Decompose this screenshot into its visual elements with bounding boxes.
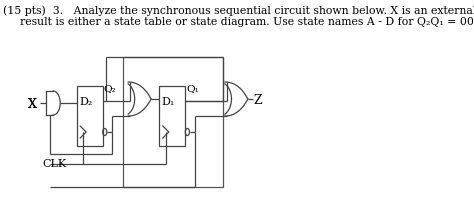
Bar bbox=[77, 87, 103, 146]
Text: CLK: CLK bbox=[43, 158, 67, 168]
Text: D₁: D₁ bbox=[162, 97, 175, 106]
Text: (15 pts)  3.   Analyze the synchronous sequential circuit shown below. X is an e: (15 pts) 3. Analyze the synchronous sequ… bbox=[3, 5, 474, 16]
Text: result is either a state table or state diagram. Use state names A - D for Q₂Q₁ : result is either a state table or state … bbox=[20, 17, 474, 27]
Text: X: X bbox=[28, 97, 37, 110]
Bar bbox=[159, 87, 185, 146]
Text: X: X bbox=[28, 97, 37, 110]
Text: Q₁: Q₁ bbox=[186, 84, 199, 93]
Bar bbox=[123, 58, 223, 187]
Text: D₂: D₂ bbox=[79, 97, 92, 106]
Text: Q₂: Q₂ bbox=[104, 84, 117, 93]
Text: Z: Z bbox=[254, 93, 263, 106]
